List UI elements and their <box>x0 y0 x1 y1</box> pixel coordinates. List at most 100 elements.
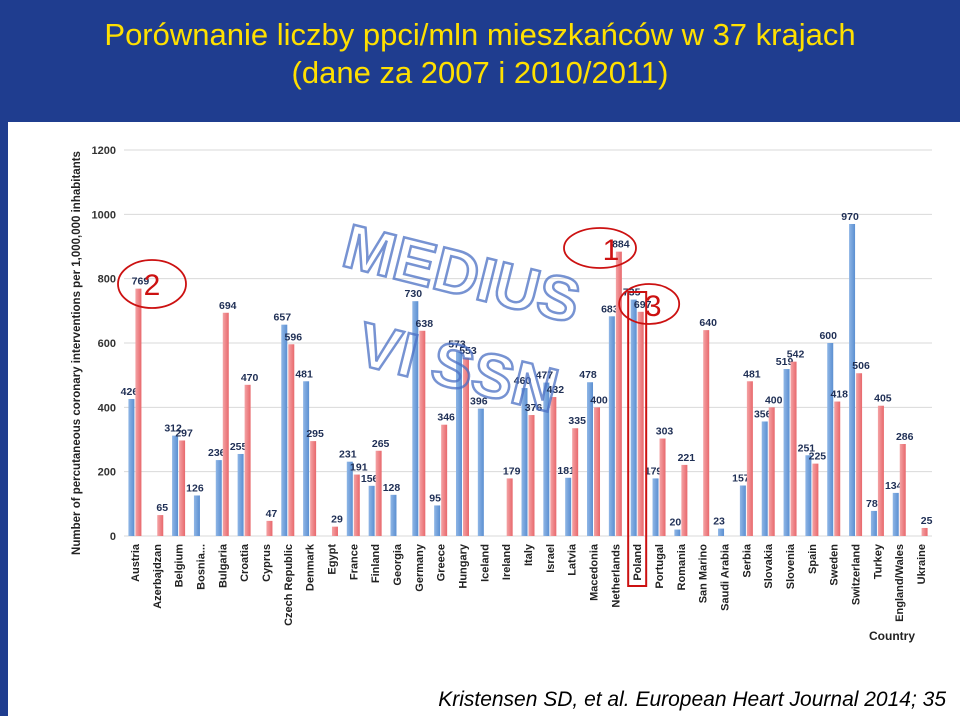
data-label: 128 <box>383 482 401 494</box>
data-label: 640 <box>699 317 717 329</box>
chart-area: 0 200 400 600 800 1000 1200 Number of percutane… <box>60 132 942 656</box>
category-label: Latvia <box>567 543 579 576</box>
category-label: Cyprus <box>261 544 273 582</box>
category-label: Slovakia <box>763 543 775 589</box>
bar-2010 <box>615 251 622 536</box>
category-label: England/Wales <box>894 544 906 622</box>
bar-2007 <box>652 478 659 536</box>
y-axis-title: Number of percutaneous coronary interven… <box>71 151 83 555</box>
bar-2007 <box>303 381 310 536</box>
slide-title-line-2: (dane za 2007 i 2010/2011) <box>291 55 669 90</box>
data-label: 134 <box>885 480 903 492</box>
bar-2007 <box>892 492 899 536</box>
bar-2010 <box>659 438 666 536</box>
annotation-ellipse-3 <box>618 283 681 325</box>
category-label: Egypt <box>326 544 338 575</box>
category-label: Azerbajdzan <box>152 544 164 609</box>
bar-2010 <box>746 381 753 536</box>
bar-2010 <box>921 527 928 536</box>
category-label: Portugal <box>654 544 666 589</box>
bar-2007 <box>565 477 572 536</box>
data-label: 78 <box>866 498 878 510</box>
bar-2007 <box>849 223 856 536</box>
category-label: Spain <box>807 544 819 574</box>
bar-2010 <box>856 373 863 536</box>
category-label: Sweden <box>829 544 841 586</box>
bar-2007 <box>718 528 725 536</box>
slide-title-line-1: Porównanie liczby ppci/mln mieszkańców w… <box>104 17 856 52</box>
bar-2007 <box>346 461 353 536</box>
category-label: Netherlands <box>610 544 622 608</box>
category-label: Italy <box>523 543 535 566</box>
data-label: 157 <box>732 472 750 484</box>
category-label: Germany <box>414 543 426 592</box>
data-label: 600 <box>819 330 837 342</box>
bar-2007 <box>455 351 462 536</box>
data-label: 519 <box>776 356 794 368</box>
data-label: 225 <box>809 451 827 463</box>
data-label: 23 <box>713 516 725 528</box>
bar-2007 <box>434 505 441 536</box>
bar-2007 <box>368 485 375 536</box>
category-label: Denmark <box>305 543 317 591</box>
annotation-label-3: 3 <box>645 290 662 323</box>
bar-2010 <box>528 415 535 536</box>
y-tick-label: 1000 <box>92 209 116 221</box>
data-label: 478 <box>579 369 597 381</box>
data-label: 65 <box>156 502 168 514</box>
data-label: 769 <box>132 276 150 288</box>
data-label: 396 <box>470 396 488 408</box>
bar-2010 <box>157 515 164 536</box>
data-label: 346 <box>437 412 455 424</box>
bar-2010 <box>135 288 142 536</box>
data-label: 335 <box>568 415 586 427</box>
bar-2010 <box>637 311 644 536</box>
bar-2010 <box>179 440 186 536</box>
bar-2010 <box>572 428 579 536</box>
data-label: 506 <box>852 360 870 372</box>
annotation-ellipse-1 <box>563 227 637 269</box>
bar-2010 <box>681 464 688 536</box>
bar-2010 <box>899 444 906 536</box>
category-label: Israel <box>545 544 557 573</box>
y-tick-label: 800 <box>98 274 116 286</box>
data-label: 405 <box>874 393 892 405</box>
bar-2010 <box>353 474 360 536</box>
category-label: France <box>348 544 360 580</box>
bar-2007 <box>477 408 484 536</box>
bar-2010 <box>768 407 775 536</box>
bar-2010 <box>790 361 797 536</box>
bar-2007 <box>172 435 179 536</box>
bar-2010 <box>834 401 841 536</box>
data-label: 432 <box>547 384 565 396</box>
bar-2007 <box>281 324 288 536</box>
data-label: 657 <box>274 312 292 324</box>
data-label: 295 <box>306 428 324 440</box>
bar-2007 <box>761 421 768 536</box>
bar-2007 <box>827 343 834 536</box>
category-label: Hungary <box>457 543 469 589</box>
category-label: Saudi Arabia <box>720 543 732 611</box>
category-label: Romania <box>676 543 688 590</box>
bar-2007 <box>674 529 681 536</box>
category-label: Poland <box>632 544 644 581</box>
bar-2010 <box>288 344 295 536</box>
y-tick-label: 600 <box>98 338 116 350</box>
bar-2010 <box>441 424 448 536</box>
category-label: Turkey <box>872 543 884 579</box>
data-label: 596 <box>285 331 303 343</box>
bar-2010 <box>375 450 382 536</box>
data-label: 970 <box>841 211 859 223</box>
data-label: 231 <box>339 449 357 461</box>
category-label: Georgia <box>392 543 404 585</box>
bar-2007 <box>412 301 419 536</box>
bar-2010 <box>594 407 601 536</box>
data-label: 481 <box>743 368 761 380</box>
data-label: 573 <box>448 339 466 351</box>
data-label: 683 <box>601 303 619 315</box>
data-label: 400 <box>590 394 608 406</box>
bar-2007 <box>128 398 135 536</box>
bar-2007 <box>390 494 397 536</box>
data-label: 126 <box>186 482 204 494</box>
slide-header: Porównanie liczby ppci/mln mieszkańców w… <box>0 0 960 118</box>
